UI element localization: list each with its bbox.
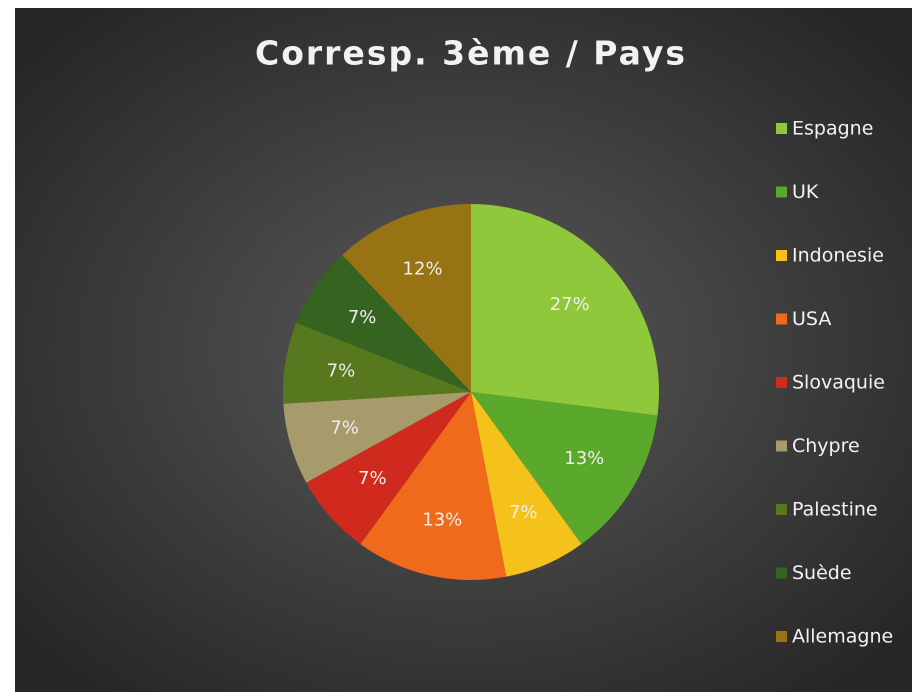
pie-slice bbox=[342, 204, 471, 392]
data-label: 13% bbox=[422, 509, 462, 530]
legend-swatch bbox=[776, 440, 787, 452]
pie-slice bbox=[360, 392, 507, 580]
legend-label: Slovaquie bbox=[792, 372, 885, 394]
legend-label: Espagne bbox=[792, 118, 873, 140]
legend-swatch bbox=[776, 377, 787, 388]
legend-label: Suède bbox=[792, 562, 852, 584]
data-label: 7% bbox=[509, 502, 538, 523]
pie-slice bbox=[296, 254, 471, 392]
data-label: 12% bbox=[403, 259, 443, 280]
pie-slice bbox=[471, 392, 582, 577]
data-label: 7% bbox=[330, 418, 359, 439]
legend: Espagne UK Indonesie USA Slovaquie Chypre Pale… bbox=[776, 118, 893, 648]
data-label: 13% bbox=[564, 448, 604, 469]
legend-swatch bbox=[776, 631, 787, 642]
data-label: 7% bbox=[327, 360, 356, 381]
legend-swatch bbox=[776, 123, 787, 134]
legend-label: Indonesie bbox=[792, 245, 884, 267]
legend-label: Chypre bbox=[792, 435, 860, 457]
data-label: 27% bbox=[550, 294, 590, 315]
pie-slice bbox=[306, 392, 471, 545]
legend-label: USA bbox=[792, 308, 831, 330]
data-label: 7% bbox=[358, 468, 387, 489]
data-label: 7% bbox=[348, 307, 377, 328]
legend-swatch bbox=[776, 313, 787, 325]
legend-label: Palestine bbox=[792, 499, 878, 521]
legend-swatch bbox=[776, 567, 787, 579]
pie-slice bbox=[283, 392, 471, 483]
legend-swatch bbox=[776, 186, 787, 198]
legend-label: Allemagne bbox=[792, 626, 893, 648]
pie: 27% 13% 7% 13% 7% 7% 7% 7% 12% bbox=[283, 204, 659, 580]
pie-slice bbox=[471, 392, 658, 545]
chart-title: Corresp. 3ème / Pays bbox=[255, 34, 687, 73]
pie-slice bbox=[283, 322, 471, 404]
pie-slice bbox=[471, 204, 659, 416]
legend-swatch bbox=[776, 250, 787, 261]
legend-swatch bbox=[776, 504, 787, 515]
legend-label: UK bbox=[792, 181, 819, 203]
